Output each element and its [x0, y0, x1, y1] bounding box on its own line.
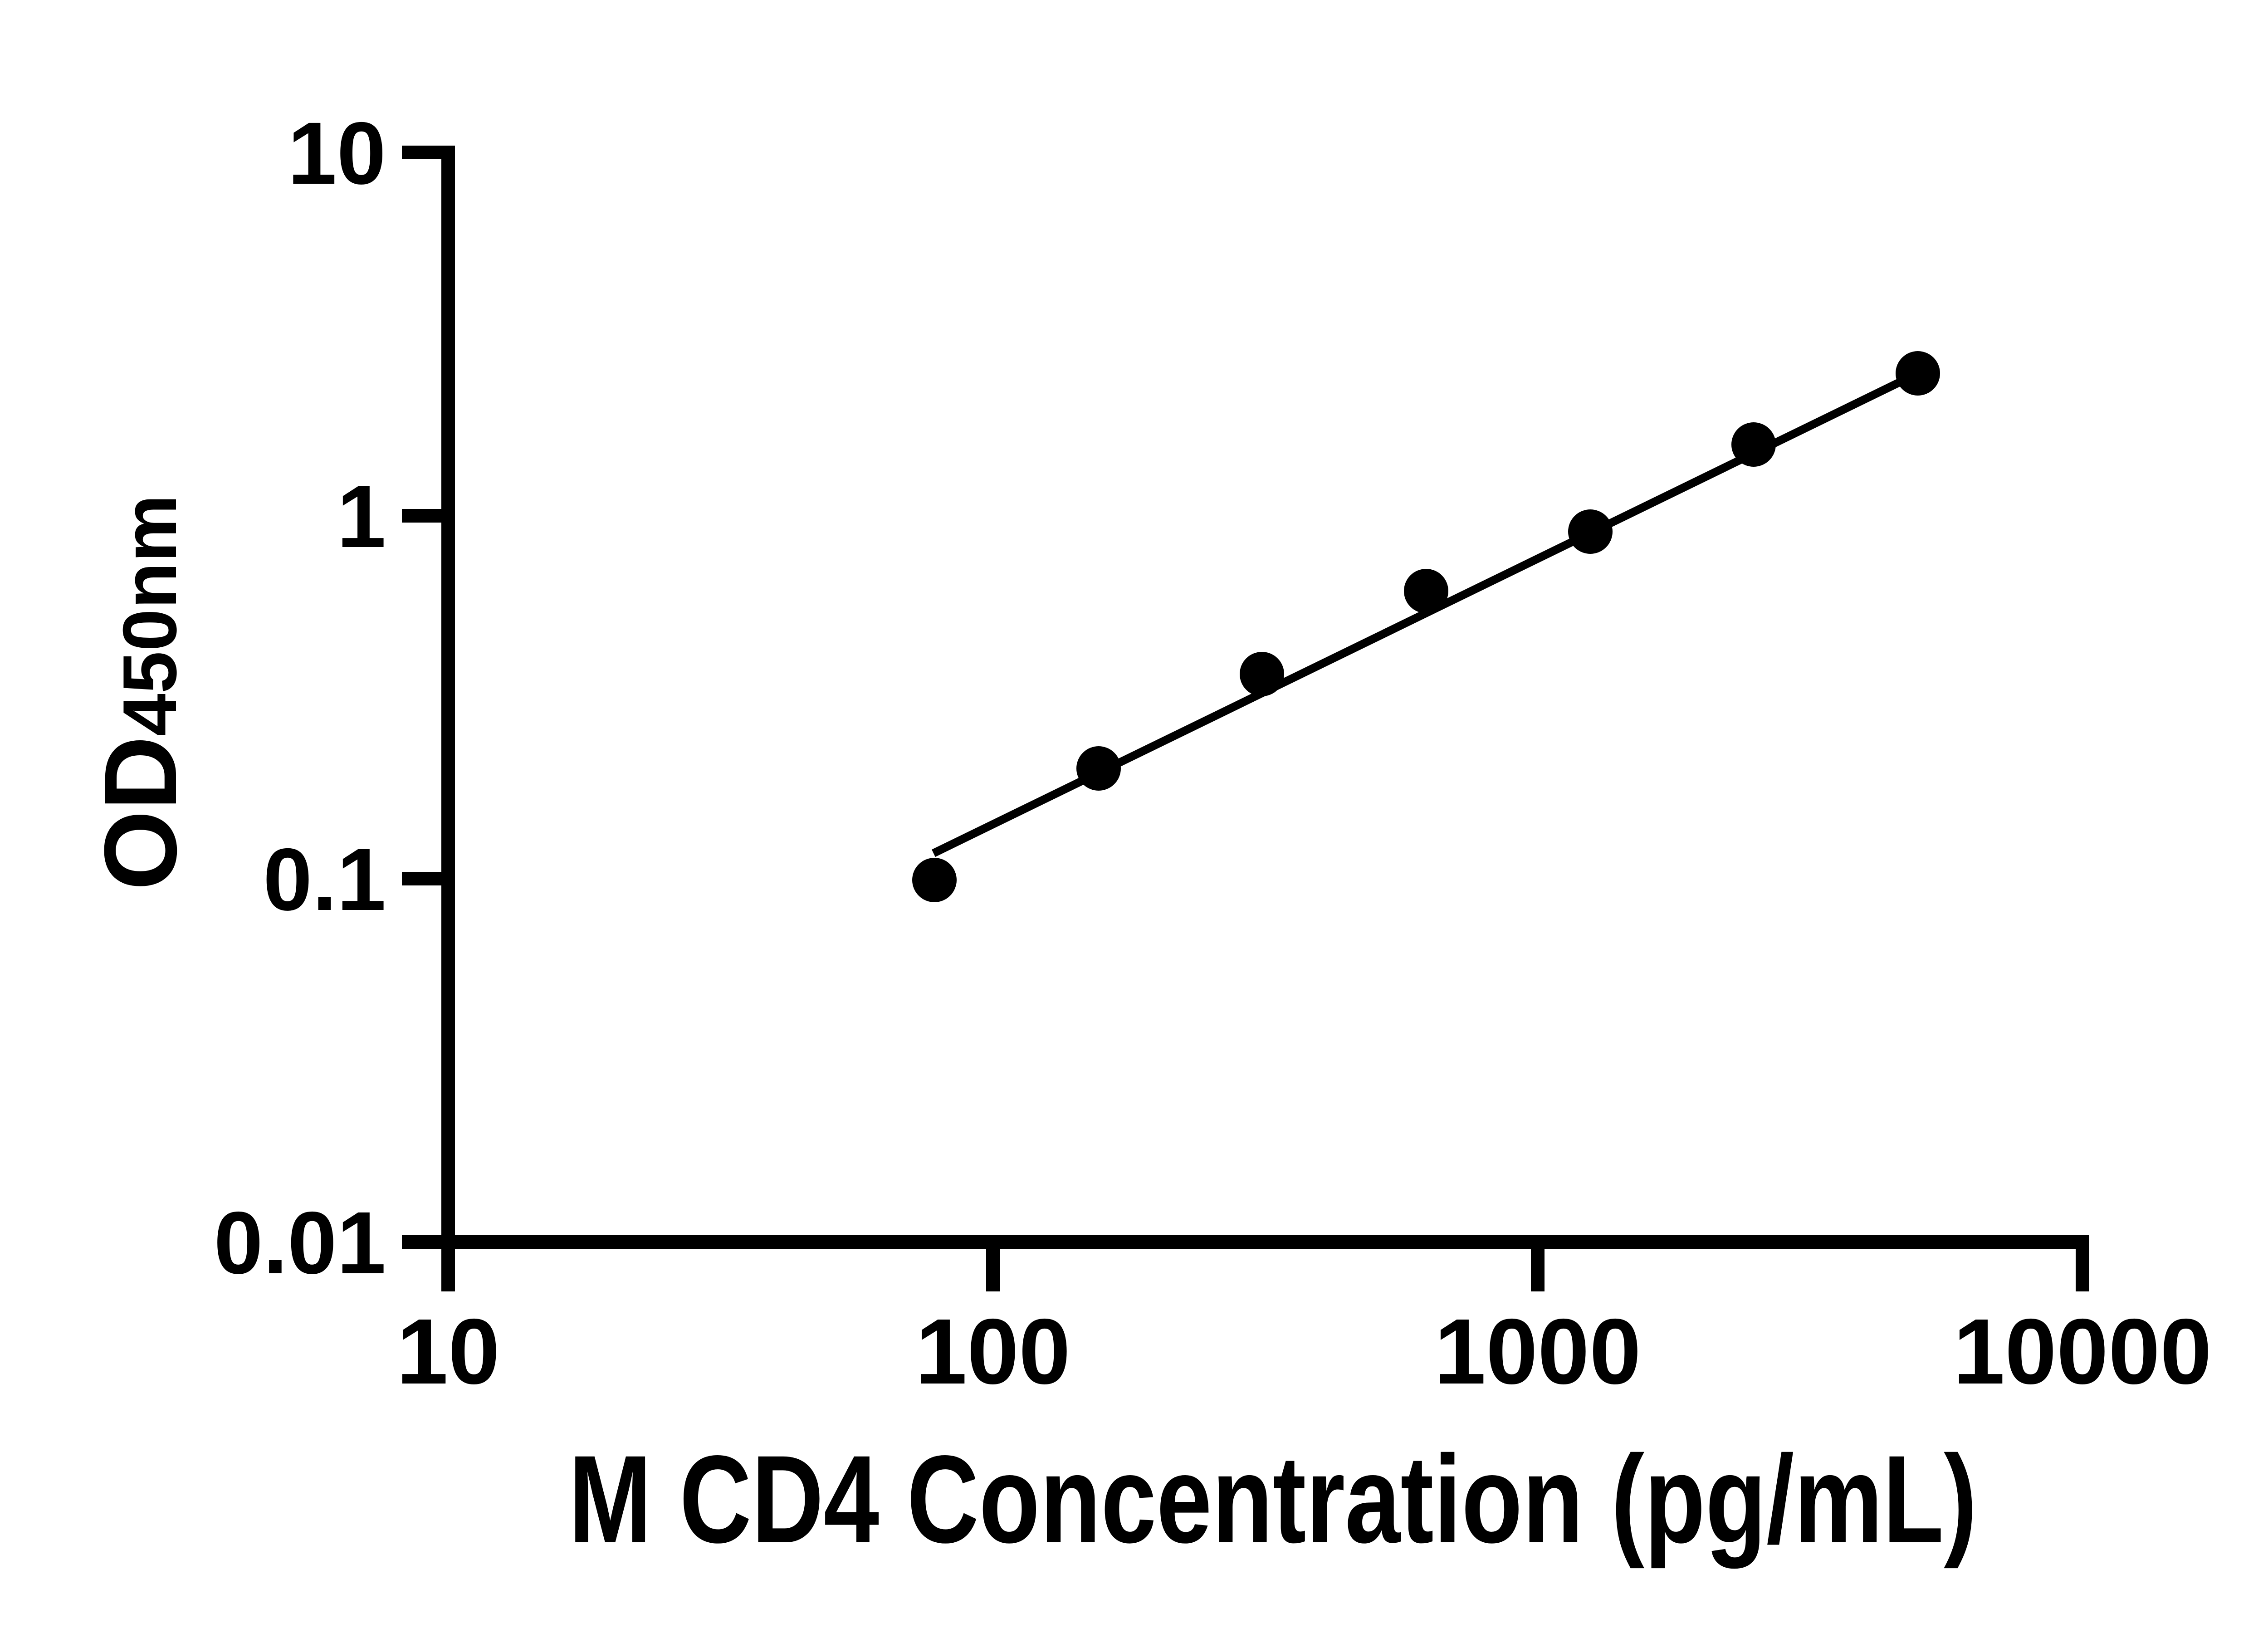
svg-text:10: 10 [288, 104, 386, 203]
svg-text:M CD4 Concentration (pg/mL): M CD4 Concentration (pg/mL) [569, 1430, 1977, 1569]
svg-text:OD450nm: OD450nm [83, 494, 198, 890]
svg-text:1: 1 [337, 467, 386, 566]
svg-text:0.1: 0.1 [263, 830, 386, 929]
svg-text:10000: 10000 [1953, 1300, 2212, 1403]
svg-text:1000: 1000 [1434, 1300, 1641, 1403]
svg-text:0.01: 0.01 [214, 1193, 386, 1292]
svg-text:100: 100 [915, 1300, 1070, 1403]
svg-text:10: 10 [396, 1300, 500, 1403]
